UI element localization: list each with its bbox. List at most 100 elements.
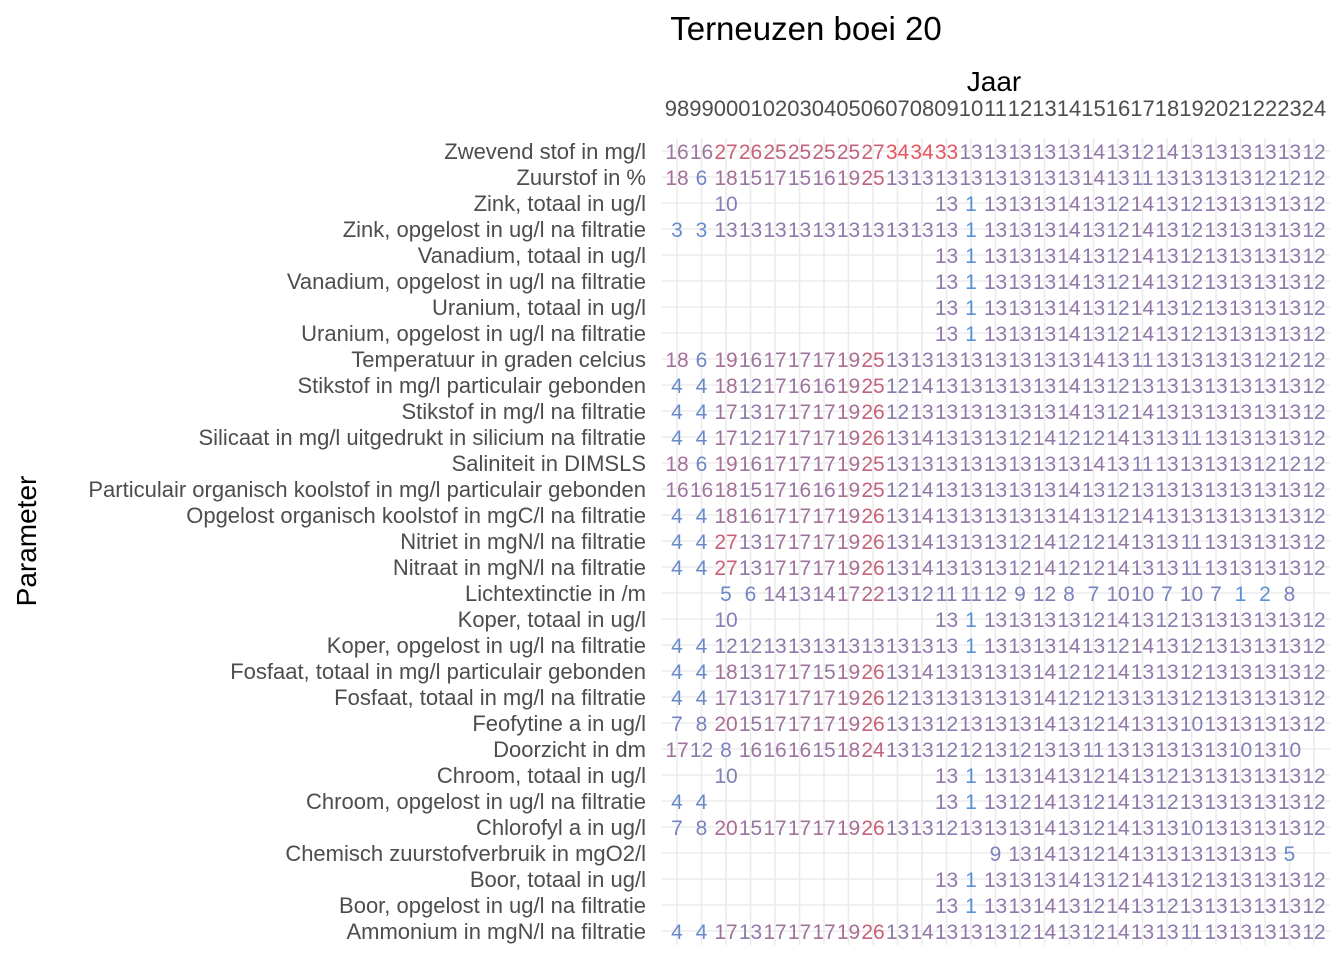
cell-label: 12 (1180, 661, 1203, 684)
cell-label: 12 (1302, 323, 1325, 346)
cell-label: 17 (812, 453, 835, 476)
cell-label: 25 (861, 453, 884, 476)
cell-label: 12 (1082, 791, 1105, 814)
cell-label: 13 (1204, 921, 1227, 944)
cell-label: 13 (886, 531, 909, 554)
cell-label: 12 (1302, 401, 1325, 424)
cell-label: 13 (1155, 453, 1178, 476)
cell-label: 26 (861, 557, 884, 580)
cell-label: 13 (1057, 895, 1080, 918)
cell-label: 13 (1229, 245, 1252, 268)
cell-label: 7 (1088, 583, 1100, 606)
cell-label: 13 (1008, 375, 1031, 398)
cell-label: 13 (1278, 271, 1301, 294)
cell-label: 26 (861, 661, 884, 684)
cell-label: 1 (965, 869, 977, 892)
cell-label: 5 (1284, 843, 1296, 866)
cell-label: 13 (984, 531, 1007, 554)
cell-label: 13 (1008, 167, 1031, 190)
cell-label: 13 (1155, 349, 1178, 372)
cell-label: 10 (1180, 713, 1203, 736)
cell-label: 13 (1204, 141, 1227, 164)
y-tick-label: Particulair organisch koolstof in mg/l p… (88, 477, 646, 502)
cell-label: 13 (1180, 895, 1203, 918)
cell-label: 13 (935, 297, 958, 320)
cell-label: 12 (910, 583, 933, 606)
cell-label: 13 (1204, 453, 1227, 476)
cell-label: 13 (1278, 713, 1301, 736)
cell-label: 13 (959, 167, 982, 190)
cell-label: 18 (665, 349, 688, 372)
cell-label: 13 (1008, 609, 1031, 632)
cell-label: 13 (1155, 843, 1178, 866)
cell-label: 12 (1057, 557, 1080, 580)
cell-label: 13 (1278, 219, 1301, 242)
cell-label: 12 (1302, 505, 1325, 528)
cell-label: 14 (1131, 219, 1155, 242)
cell-label: 18 (714, 505, 737, 528)
cell-label: 11 (1132, 453, 1154, 476)
cell-label: 13 (1082, 323, 1105, 346)
cell-label: 17 (763, 427, 786, 450)
cell-label: 13 (1033, 609, 1056, 632)
cell-label: 4 (696, 375, 708, 398)
cell-label: 4 (671, 791, 683, 814)
cell-label: 13 (1253, 895, 1276, 918)
cell-label: 13 (1229, 219, 1252, 242)
cell-label: 12 (1106, 869, 1129, 892)
cell-label: 13 (984, 791, 1007, 814)
cell-label: 13 (1253, 427, 1276, 450)
cell-label: 8 (696, 713, 708, 736)
cell-label: 13 (1278, 141, 1301, 164)
cell-label: 12 (959, 739, 982, 762)
cell-label: 13 (1278, 869, 1301, 892)
cell-label: 17 (714, 401, 737, 424)
cell-label: 12 (1082, 687, 1105, 710)
cell-label: 14 (1057, 401, 1081, 424)
cell-label: 13 (984, 297, 1007, 320)
cell-label: 10 (1106, 583, 1129, 606)
cell-label: 12 (1302, 531, 1325, 554)
y-tick-label: Chlorofyl a in ug/l (476, 815, 646, 840)
cell-label: 18 (665, 453, 688, 476)
cell-label: 12 (1302, 219, 1325, 242)
x-tick-label: 24 (1302, 96, 1326, 121)
cell-label: 12 (1082, 817, 1105, 840)
cell-label: 13 (1278, 661, 1301, 684)
cell-label: 13 (1204, 843, 1227, 866)
cell-label: 13 (1229, 453, 1252, 476)
cell-label: 14 (1033, 765, 1057, 788)
cell-label: 12 (1082, 661, 1105, 684)
cell-label: 14 (1057, 635, 1081, 658)
cell-label: 13 (1057, 791, 1080, 814)
cell-label: 13 (739, 921, 762, 944)
cell-label: 13 (1131, 375, 1154, 398)
cell-label: 13 (910, 635, 933, 658)
cell-label: 26 (861, 505, 884, 528)
y-tick-label: Stikstof in mg/l particulair gebonden (297, 373, 646, 398)
cell-label: 14 (910, 427, 934, 450)
cell-label: 13 (1180, 739, 1203, 762)
cell-label: 11 (1132, 349, 1154, 372)
cell-label: 17 (763, 375, 786, 398)
cell-label: 13 (886, 557, 909, 580)
cell-label: 12 (1278, 453, 1301, 476)
cell-label: 13 (886, 661, 909, 684)
cell-label: 13 (1033, 401, 1056, 424)
cell-label: 13 (935, 323, 958, 346)
cell-label: 13 (959, 817, 982, 840)
cell-label: 27 (714, 141, 737, 164)
cell-label: 12 (1302, 687, 1325, 710)
cell-label: 12 (1180, 245, 1203, 268)
cell-label: 16 (788, 479, 811, 502)
cell-label: 13 (886, 921, 909, 944)
cell-label: 12 (1302, 661, 1325, 684)
cell-label: 1 (965, 791, 977, 814)
cell-label: 12 (1302, 609, 1325, 632)
x-axis-label: Jaar (967, 66, 1021, 97)
cell-label: 13 (1033, 141, 1056, 164)
cell-label: 4 (671, 505, 683, 528)
cell-label: 17 (812, 505, 835, 528)
cell-label: 9 (1014, 583, 1026, 606)
